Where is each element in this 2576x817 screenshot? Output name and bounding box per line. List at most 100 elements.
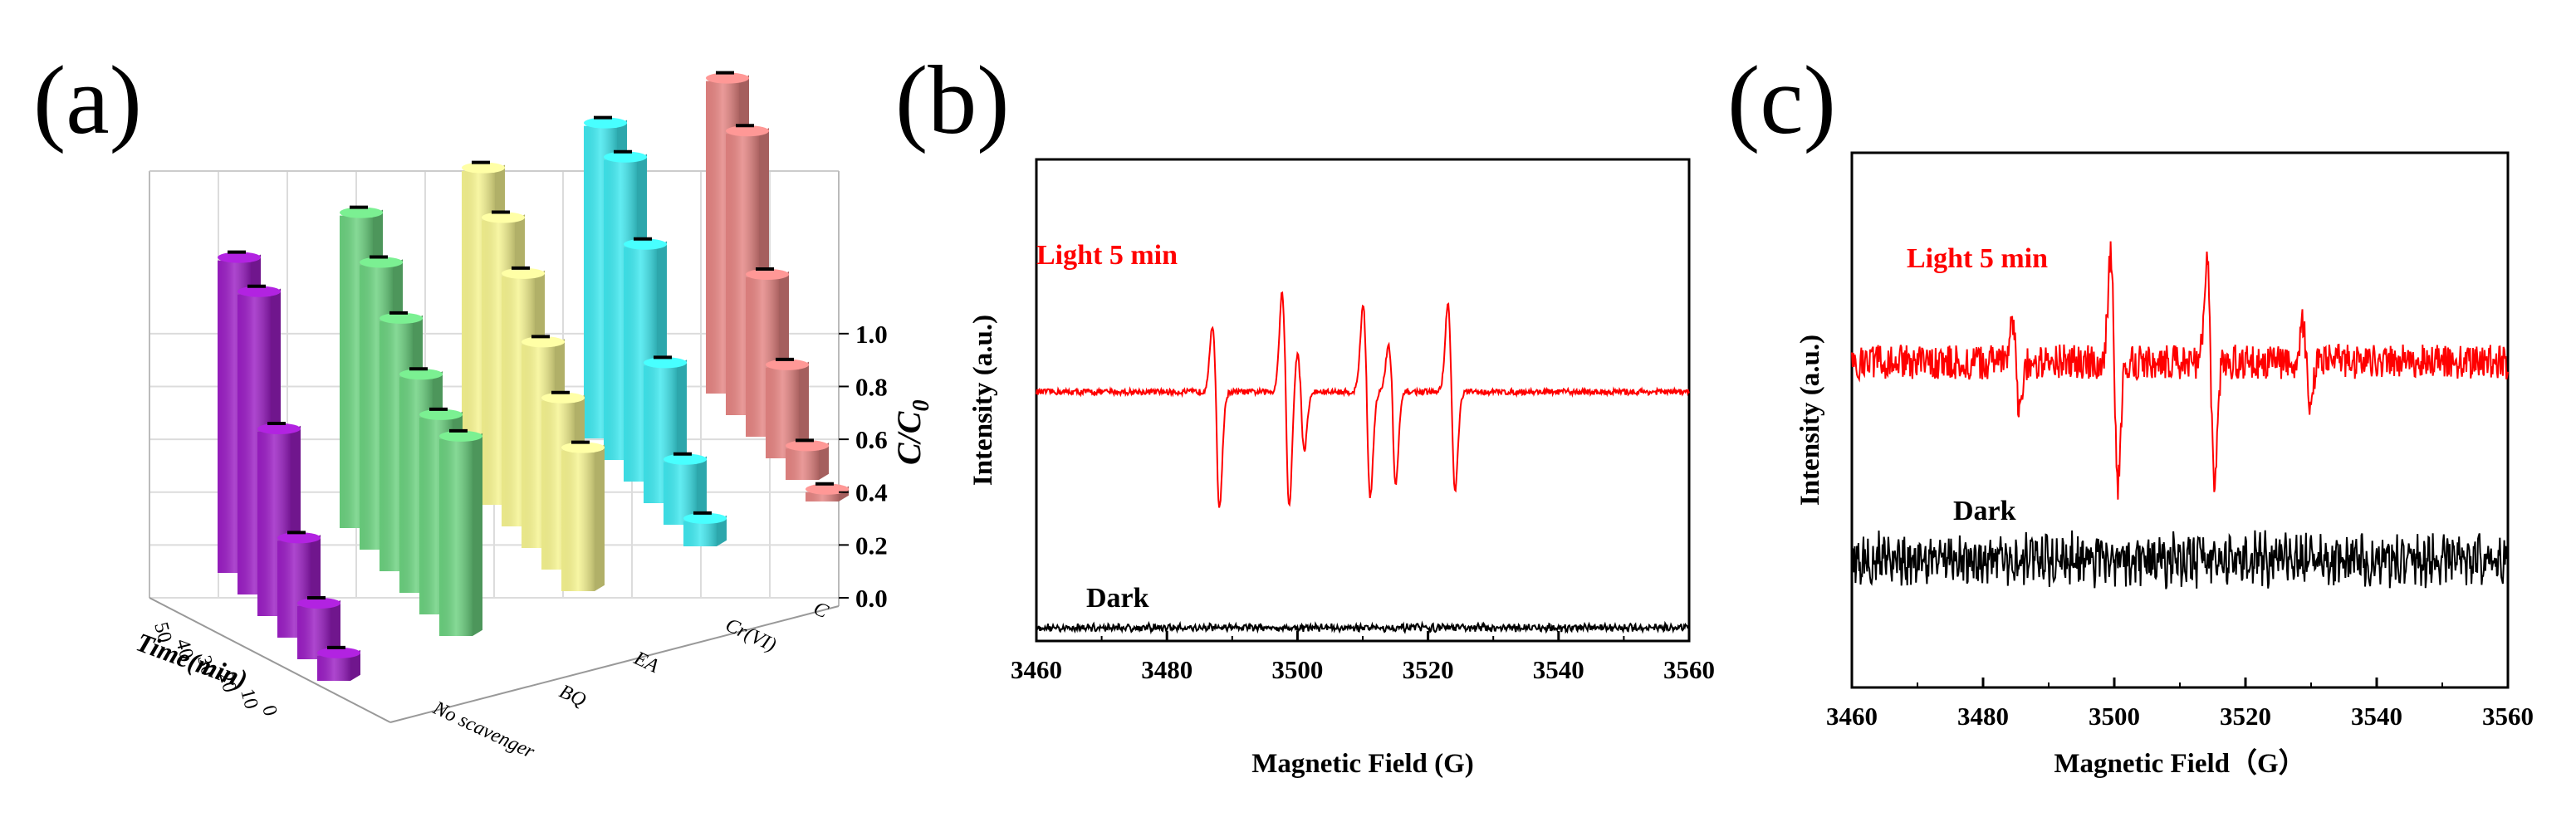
y-axis-label-c: Intensity (a.u.) <box>1795 335 1825 506</box>
bar-top <box>644 357 687 369</box>
series-label-dark-c: Dark <box>1953 496 2016 526</box>
bar-top <box>482 212 525 223</box>
plot-frame-b <box>1035 158 1691 643</box>
x-axis-ticks-b: 3460 3480 3500 3520 3540 3560 <box>1011 631 1715 684</box>
category-label: Cr(VI) <box>722 614 779 657</box>
bar-top <box>297 597 340 609</box>
x-tick-label: 3520 <box>1403 655 1454 684</box>
z-axis-label-sub: 0 <box>908 400 934 412</box>
chart-epr-c: 3460 3480 3500 3520 3540 3560 Light 5 min Dar… <box>1795 151 2534 779</box>
x-tick-label: 3540 <box>1533 655 1584 684</box>
category-label: C <box>810 598 831 624</box>
series-line-dark-b <box>1036 620 1690 635</box>
z-tick-label: 0.6 <box>855 425 888 454</box>
bar-top <box>439 430 482 442</box>
bar-side <box>595 444 605 591</box>
bar-top <box>399 369 443 380</box>
bar-shading <box>683 521 717 546</box>
bar-side <box>473 433 482 636</box>
floor-edge <box>149 597 391 723</box>
z-axis-label-main: C/C <box>890 410 928 465</box>
y-axis-label-b: Intensity (a.u.) <box>968 315 998 486</box>
z-axis-label: C/C0 <box>890 400 934 465</box>
bar-3d <box>664 452 707 525</box>
series-label-light-b: Light 5 min <box>1036 240 1178 271</box>
bar-3d <box>786 438 829 480</box>
bar-top <box>561 442 605 453</box>
bar-3d <box>806 482 849 501</box>
plot-frame-c <box>1850 151 2510 689</box>
x-tick-label: 3500 <box>2089 702 2140 731</box>
x-tick-label: 3560 <box>1663 655 1715 684</box>
x-tick-label: 3500 <box>1271 655 1323 684</box>
bar-side <box>331 599 340 659</box>
bar-3d <box>561 440 605 591</box>
x-tick-label: 3520 <box>2220 702 2271 731</box>
z-tick-label: 0.8 <box>855 372 888 401</box>
category-label: EA <box>630 647 663 678</box>
bar-shading <box>786 448 819 480</box>
x-tick-label: 3540 <box>2351 702 2402 731</box>
bar-top <box>360 257 403 268</box>
category-label: BQ <box>556 681 589 712</box>
x-tick-label: 3460 <box>1011 655 1062 684</box>
bar-top <box>726 125 769 137</box>
z-tick-label: 0.4 <box>855 478 888 507</box>
bar-side <box>819 443 829 480</box>
bar-top <box>766 359 809 370</box>
x-axis-label-c: Magnetic Field（G） <box>2054 748 2305 779</box>
bar-3d <box>746 267 789 437</box>
series-line-dark-c <box>1851 530 2509 590</box>
bar-shading <box>439 438 473 636</box>
bar-top <box>502 267 545 279</box>
bar-top <box>584 117 627 129</box>
panel-label-c: (c) <box>1727 46 1836 154</box>
x-tick-label: 3460 <box>1826 702 1878 731</box>
bar-top <box>317 647 360 658</box>
floor-edge <box>389 605 840 723</box>
bar-3d <box>317 645 360 681</box>
x-tick-label: 3560 <box>2482 702 2534 731</box>
z-tick-label: 1.0 <box>855 320 888 349</box>
bar-3d <box>683 511 727 546</box>
bar-top <box>522 336 565 348</box>
z-tick-label: 0.0 <box>855 584 888 613</box>
z-tick-label: 0.2 <box>855 531 888 560</box>
bar-side <box>350 649 360 681</box>
series-line-light-c <box>1851 241 2509 500</box>
bar-shading <box>317 655 350 681</box>
x-tick-label: 3480 <box>1957 702 2009 731</box>
3d-bar-group <box>218 71 849 681</box>
bar-side <box>799 361 809 458</box>
x-tick-label: 3480 <box>1141 655 1193 684</box>
bar-side <box>697 456 707 525</box>
bar-top <box>340 207 383 218</box>
series-line-light-b <box>1036 291 1690 508</box>
bar-top <box>218 252 261 263</box>
bar-top <box>277 532 321 544</box>
bar-top <box>380 312 423 324</box>
chart-epr-b: 3460 3480 3500 3520 3540 3560 Light 5 min Dar… <box>968 158 1715 779</box>
category-axis-labels: No scavenger BQ EA Cr(VI) C <box>429 598 832 763</box>
bar-top <box>664 453 707 465</box>
bar-top <box>786 440 829 452</box>
category-label: No scavenger <box>429 697 538 763</box>
bar-top <box>419 408 463 420</box>
series-label-light-c: Light 5 min <box>1907 243 2048 274</box>
panel-label-b: (b) <box>895 46 1010 154</box>
bar-top <box>238 286 281 297</box>
x-axis-label-b: Magnetic Field (G) <box>1251 749 1474 779</box>
bar-top <box>541 392 585 404</box>
bar-top <box>624 238 667 250</box>
bar-3d <box>439 428 482 636</box>
bar-top <box>746 268 789 281</box>
z-axis-ticks: 0.0 0.2 0.4 0.6 0.8 1.0 <box>839 320 888 613</box>
bar-top <box>683 512 727 524</box>
bar-top <box>706 72 749 84</box>
x-axis-ticks-c: 3460 3480 3500 3520 3540 3560 <box>1826 678 2534 731</box>
series-label-dark-b: Dark <box>1086 583 1149 614</box>
bar-top <box>257 423 301 434</box>
bar-top <box>604 151 647 163</box>
